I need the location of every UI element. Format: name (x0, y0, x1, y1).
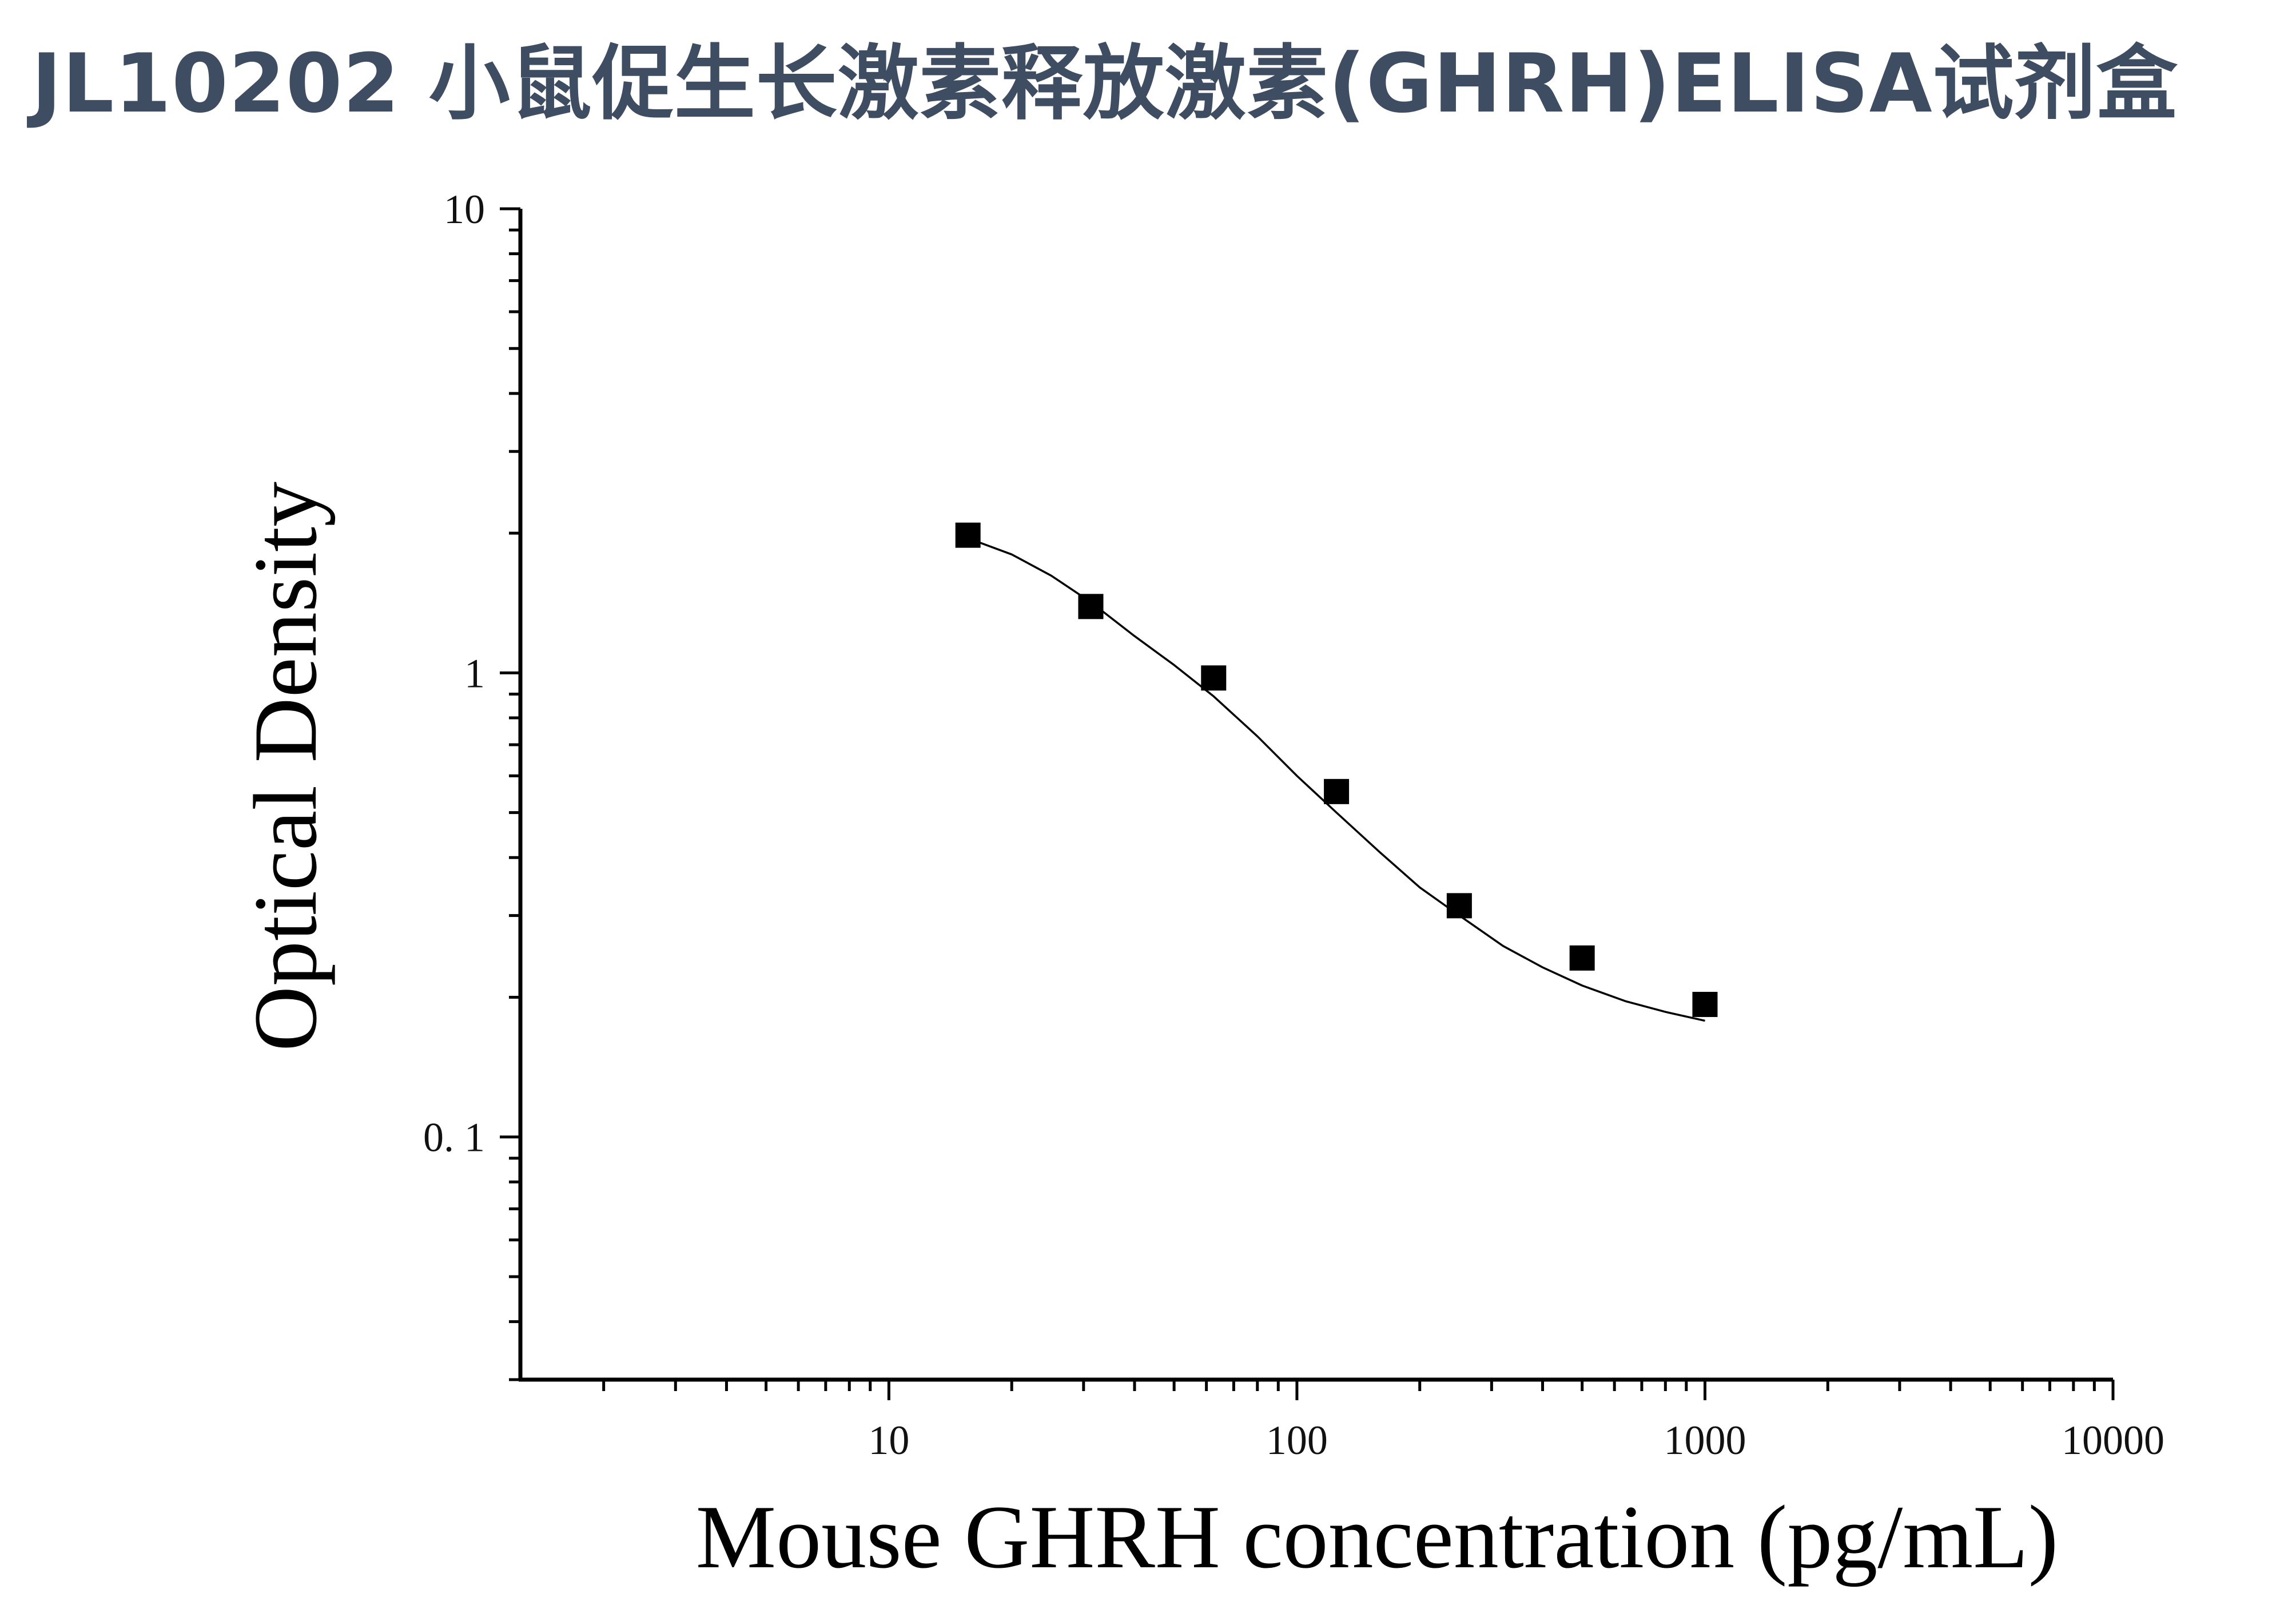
y-tick-label: 1 (464, 650, 485, 696)
data-point (1324, 778, 1350, 804)
data-point (1692, 992, 1718, 1018)
y-axis-title: Optical Density (236, 482, 336, 1051)
data-point (1201, 665, 1227, 691)
axes: 10 100 1000 10000 0. 1 1 10 (423, 186, 2164, 1463)
data-point (1569, 945, 1595, 971)
x-axis-title: Mouse GHRH concentration (pg/mL) (696, 1487, 2059, 1587)
y-tick-label: 10 (444, 186, 485, 232)
chart-title: JL10202 小鼠促生长激素释放激素(GHRH)ELISA试剂盒 (31, 37, 2178, 131)
data-point (1446, 893, 1472, 919)
data-point (1078, 594, 1104, 619)
x-tick-label: 100 (1266, 1417, 1328, 1463)
y-tick-label: 0. 1 (423, 1115, 485, 1161)
data-point (955, 522, 981, 548)
x-tick-label: 10000 (2062, 1417, 2164, 1463)
data-points-layer (955, 522, 1718, 1018)
x-tick-label: 10 (868, 1417, 909, 1463)
x-tick-label: 1000 (1664, 1417, 1746, 1463)
